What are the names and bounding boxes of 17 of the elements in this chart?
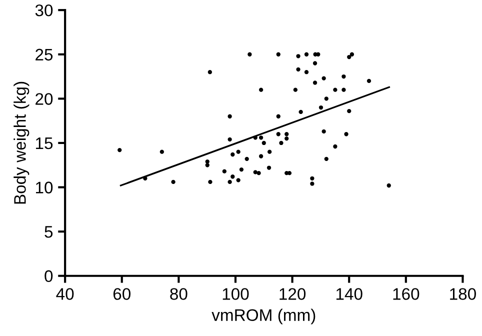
- x-tick-label: 160: [393, 288, 420, 300]
- y-tick-label: 20: [36, 93, 53, 105]
- x-axis-title: vmROM (mm): [212, 308, 316, 324]
- y-tick-label: 30: [35, 4, 53, 16]
- x-tick-label: 80: [170, 288, 188, 300]
- y-axis-title: Body weight (kg): [14, 82, 30, 204]
- y-tick-label: 0: [44, 270, 53, 282]
- x-tick-label: 100: [222, 288, 249, 300]
- y-tick-label: 15: [36, 138, 53, 150]
- y-tick-label: 25: [36, 48, 53, 61]
- x-tick-label: 140: [336, 288, 362, 300]
- y-tick-label: 5: [44, 226, 53, 238]
- x-tick-label: 180: [450, 288, 476, 300]
- x-tick-label: 40: [56, 288, 74, 300]
- x-tick-label: 120: [280, 288, 306, 300]
- x-tick-label: 60: [113, 288, 130, 300]
- y-tick-label: 10: [36, 182, 53, 194]
